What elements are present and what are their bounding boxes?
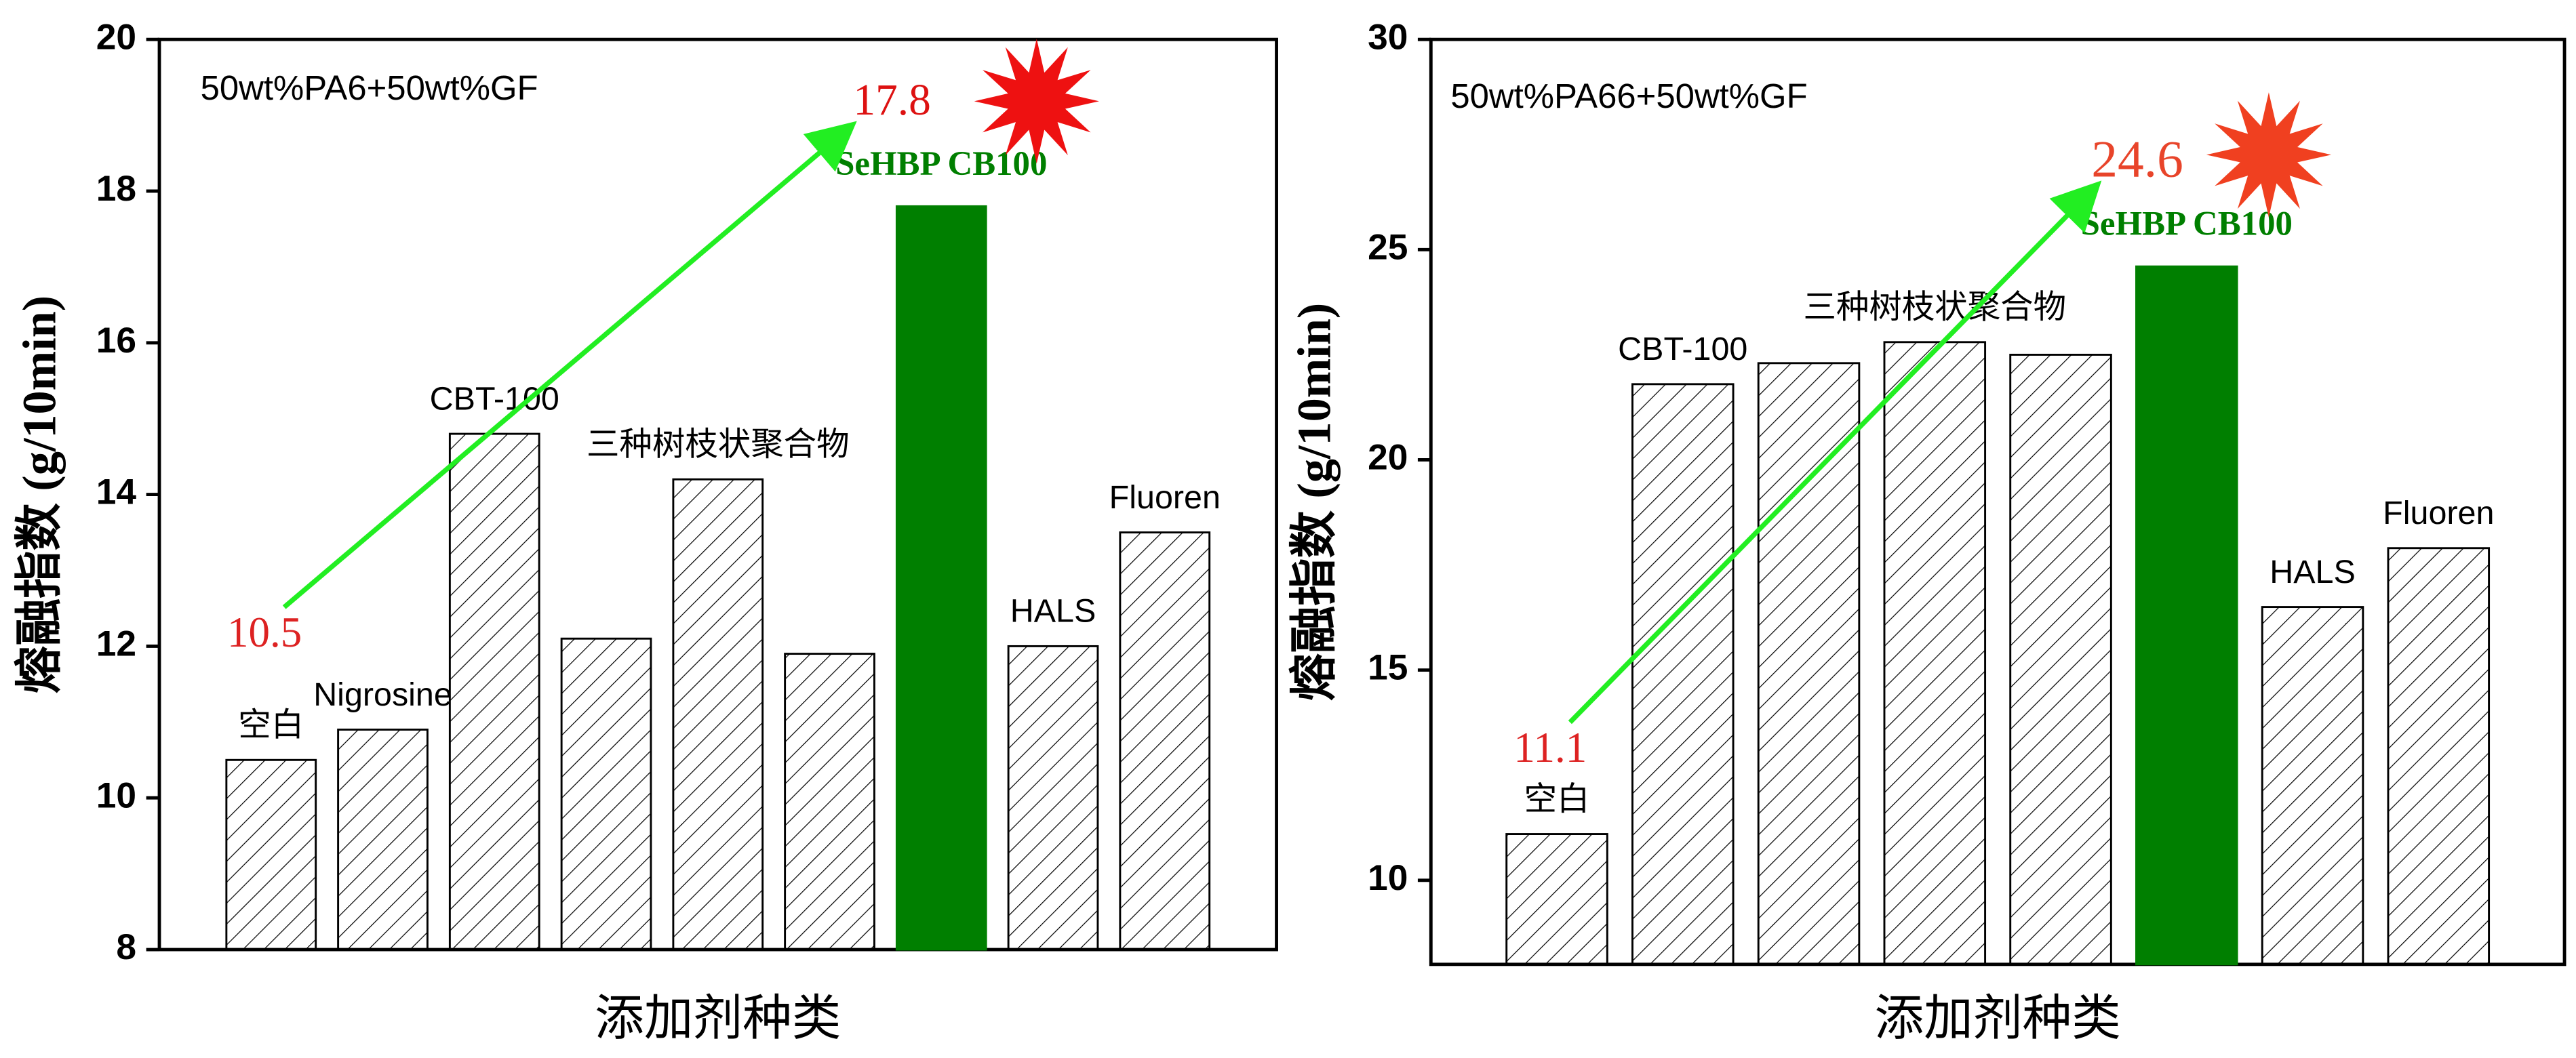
- bar-label: CBT-100: [430, 380, 559, 417]
- bar: [448, 432, 540, 951]
- bar-label: Nigrosine: [313, 676, 452, 713]
- y-tick-label: 20: [1368, 438, 1408, 478]
- bar-label: Fluoren: [1109, 479, 1221, 516]
- bar: [1007, 645, 1099, 951]
- arrow: [282, 121, 857, 609]
- value-label: 11.1: [1513, 724, 1587, 771]
- bar: [1119, 531, 1211, 951]
- annotation: 50wt%PA66+50wt%GF: [1450, 77, 1807, 115]
- bar-label: SeHBP CB100: [835, 145, 1047, 183]
- y-tick-label: 20: [96, 17, 136, 57]
- x-axis-label: 添加剂种类: [1874, 991, 2120, 1046]
- bar: [1505, 833, 1608, 966]
- annotation: 50wt%PA6+50wt%GF: [201, 68, 538, 107]
- x-axis-label: 添加剂种类: [595, 991, 841, 1046]
- bar-label: CBT-100: [1618, 331, 1747, 367]
- y-tick-label: 25: [1368, 227, 1408, 267]
- bar: [1631, 383, 1735, 966]
- bar-label: 空白: [238, 707, 304, 744]
- y-tick-label: 14: [96, 472, 137, 512]
- y-tick-label: 16: [96, 321, 136, 361]
- value-label: 17.8: [853, 76, 930, 125]
- bar: [1757, 362, 1861, 966]
- value-label: 24.6: [2091, 130, 2183, 188]
- bar: [2009, 353, 2112, 966]
- y-tick-label: 18: [96, 169, 136, 209]
- bar-label: HALS: [2270, 554, 2356, 590]
- bar: [560, 637, 652, 951]
- bar-label: SeHBP CB100: [2081, 205, 2293, 243]
- y-tick-label: 15: [1368, 648, 1408, 688]
- plot-frame: [1429, 37, 2567, 967]
- bar: [672, 478, 764, 951]
- y-tick-label: 10: [1368, 858, 1408, 898]
- y-tick-label: 10: [96, 775, 136, 815]
- y-tick-label: 12: [96, 624, 136, 664]
- bar: [2387, 547, 2491, 966]
- y-tick-label: 30: [1368, 17, 1408, 57]
- bar: [2135, 265, 2238, 966]
- star-icon: [974, 39, 1099, 164]
- bar: [337, 729, 429, 951]
- bar-label: 三种树枝状聚合物: [587, 426, 850, 463]
- y-tick-label: 8: [116, 927, 136, 967]
- arrow: [1568, 180, 2102, 725]
- bar: [895, 205, 987, 951]
- y-axis-label: 熔融指数 (g/10min): [1288, 303, 1341, 701]
- bar: [784, 653, 875, 951]
- value-label: 10.5: [227, 609, 302, 656]
- bar-label: 三种树枝状聚合物: [1804, 289, 2067, 325]
- bar-label: 空白: [1524, 781, 1590, 817]
- bar: [2261, 606, 2364, 966]
- bar-label: Fluoren: [2383, 495, 2494, 531]
- bar-label: HALS: [1010, 593, 1096, 630]
- bar: [1883, 341, 1987, 966]
- star-icon: [2206, 92, 2331, 218]
- y-axis-label: 熔融指数 (g/10min): [14, 296, 66, 694]
- bar: [225, 758, 317, 951]
